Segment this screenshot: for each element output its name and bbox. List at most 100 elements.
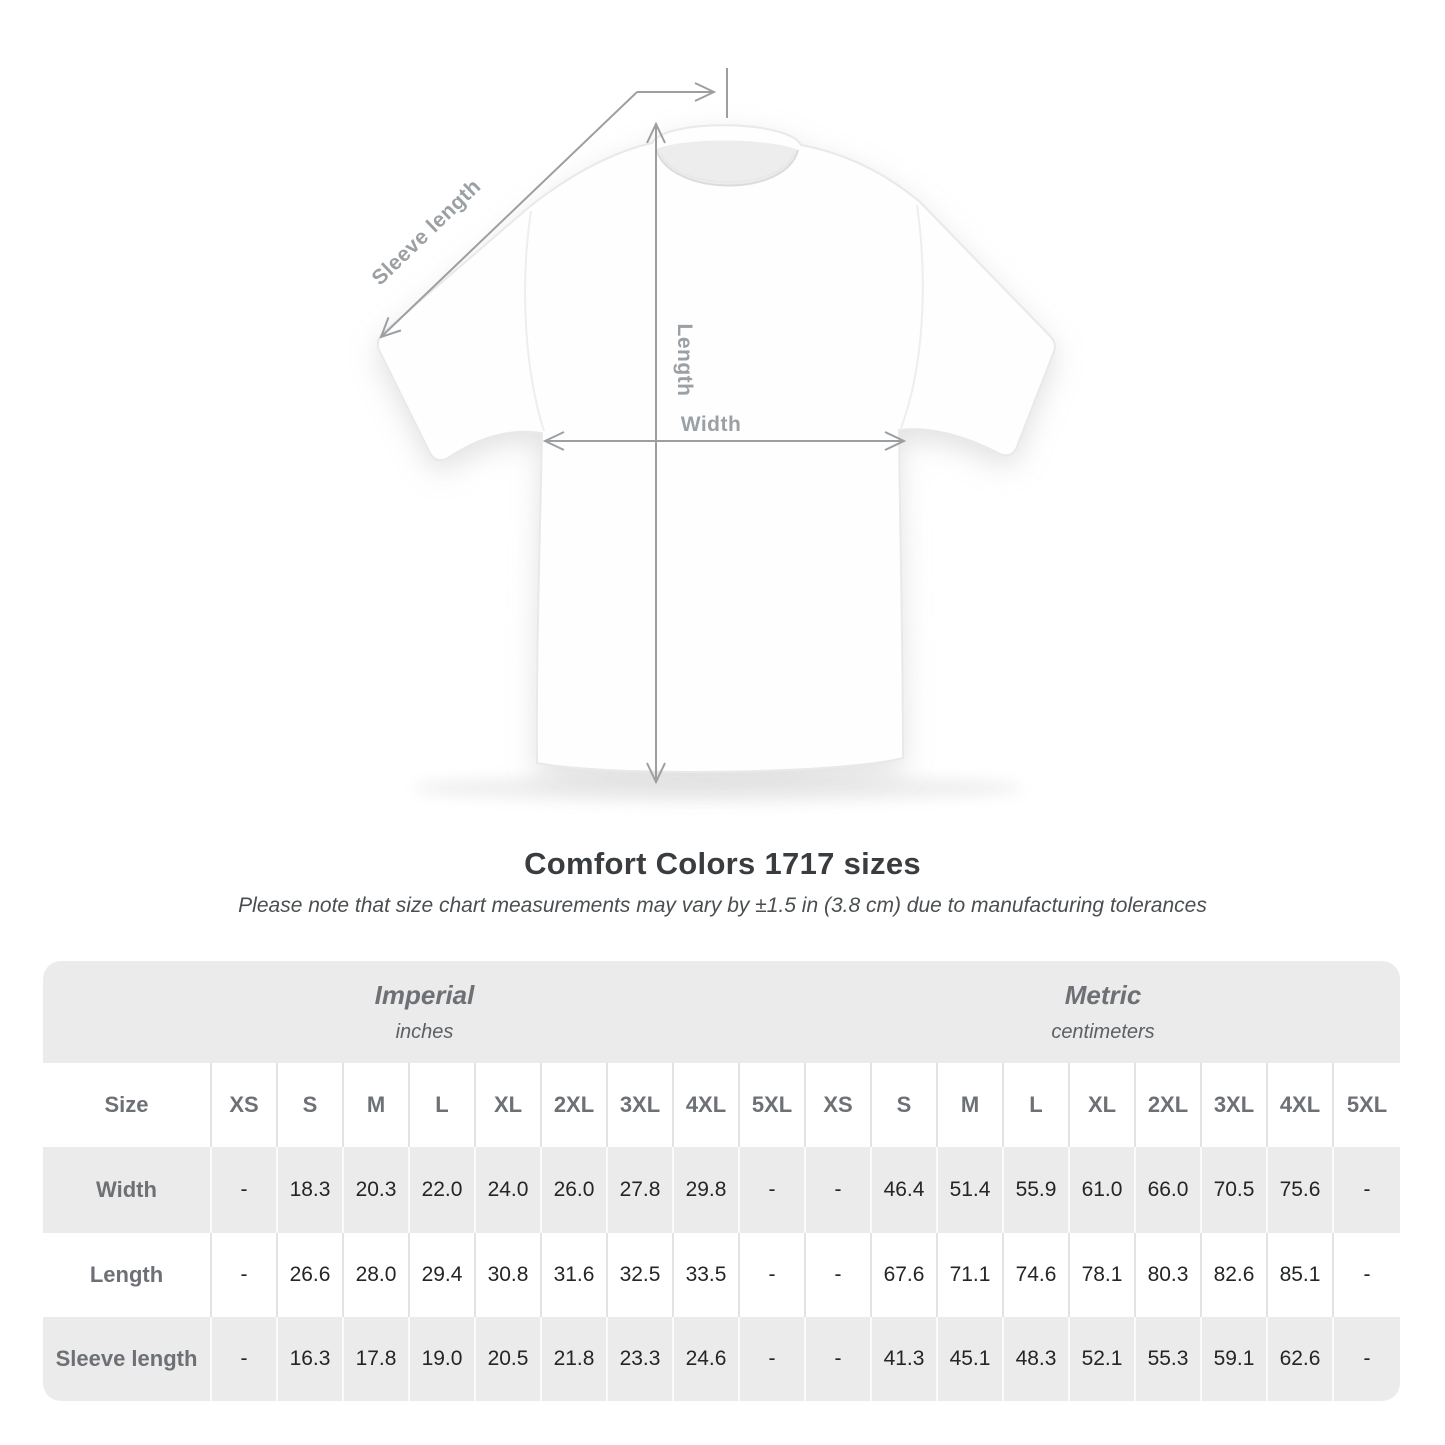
size-header-row: Size XS S M L XL 2XL 3XL 4XL 5XL XS S M …	[43, 1063, 1400, 1147]
table-cell: 16.3	[278, 1317, 344, 1401]
tshirt-right-sleeve-seam	[900, 204, 924, 429]
table-cell: 82.6	[1202, 1233, 1268, 1317]
table-cell: 59.1	[1202, 1317, 1268, 1401]
table-cell: 55.3	[1136, 1317, 1202, 1401]
tshirt-left-sleeve-seam	[524, 210, 545, 432]
tshirt-collar-stitch	[660, 152, 795, 183]
row-label: Sleeve length	[43, 1317, 212, 1401]
header-cell: M	[344, 1063, 410, 1147]
table-cell: 45.1	[938, 1317, 1004, 1401]
table-cell: 20.3	[344, 1147, 410, 1233]
metric-unit-label: centimeters	[1051, 1021, 1155, 1043]
width-label: Width	[681, 413, 742, 436]
header-cell: 4XL	[1268, 1063, 1334, 1147]
header-cell: 2XL	[1136, 1063, 1202, 1147]
table-cell: -	[212, 1147, 278, 1233]
table-cell: 52.1	[1070, 1317, 1136, 1401]
table-cell: -	[1363, 1263, 1371, 1286]
table-cell: 51.4	[938, 1147, 1004, 1233]
sleeve-length-line	[381, 91, 638, 337]
table-cell: 33.5	[674, 1233, 740, 1317]
table-cell: -	[212, 1317, 278, 1401]
table-cell: 17.8	[344, 1317, 410, 1401]
table-cell: 22.0	[410, 1147, 476, 1233]
metric-heading: Metric	[1064, 980, 1142, 1010]
row-label: Length	[43, 1233, 212, 1317]
tshirt-diagram: Sleeve length Length Width	[367, 68, 1056, 802]
table-cell: 24.0	[476, 1147, 542, 1233]
page-title: Comfort Colors 1717 sizes	[524, 846, 921, 881]
table-cell: 27.8	[608, 1147, 674, 1233]
imperial-heading: Imperial	[374, 980, 475, 1010]
table-cell: 18.3	[278, 1147, 344, 1233]
header-cell: 2XL	[542, 1063, 608, 1147]
table-cell: 55.9	[1004, 1147, 1070, 1233]
table-cell: 21.8	[542, 1317, 608, 1401]
metric-band: Metric centimeters	[806, 961, 1400, 1063]
unit-band: Imperial inches Metric centimeters	[43, 961, 1400, 1063]
page-subtitle: Please note that size chart measurements…	[238, 894, 1207, 917]
table-row-width: Width - 18.3 20.3 22.0 24.0 26.0 27.8 29…	[43, 1147, 1400, 1233]
table-cell: -	[1363, 1178, 1371, 1201]
table-cell: 19.0	[410, 1317, 476, 1401]
table-cell: 71.1	[938, 1233, 1004, 1317]
table-cell: 74.6	[1004, 1233, 1070, 1317]
header-cell: 5XL	[740, 1063, 806, 1147]
table-cell: 80.3	[1136, 1233, 1202, 1317]
table-cell: 26.0	[542, 1147, 608, 1233]
table-cell: 75.6	[1268, 1147, 1334, 1233]
header-cell: XS	[212, 1063, 278, 1147]
header-cell: 5XL	[1346, 1092, 1388, 1117]
table-cell: -	[212, 1233, 278, 1317]
header-cell: Size	[43, 1063, 212, 1147]
header-cell: XS	[806, 1063, 872, 1147]
header-cell: S	[278, 1063, 344, 1147]
header-cell: L	[1004, 1063, 1070, 1147]
header-cell: M	[938, 1063, 1004, 1147]
table-cell: 29.4	[410, 1233, 476, 1317]
table-cell: -	[740, 1233, 806, 1317]
table-row-length: Length - 26.6 28.0 29.4 30.8 31.6 32.5 3…	[43, 1233, 1400, 1317]
table-cell: 26.6	[278, 1233, 344, 1317]
table-cell: 20.5	[476, 1317, 542, 1401]
table-cell: 67.6	[872, 1233, 938, 1317]
header-cell: 3XL	[1202, 1063, 1268, 1147]
table-cell: 32.5	[608, 1233, 674, 1317]
ground-shadow	[413, 774, 1023, 802]
table-cell: 30.8	[476, 1233, 542, 1317]
tshirt-neck-opening	[656, 140, 798, 186]
table-cell: -	[806, 1147, 872, 1233]
table-cell: 66.0	[1136, 1147, 1202, 1233]
title-block: Comfort Colors 1717 sizes Please note th…	[0, 846, 1445, 918]
table-cell: 62.6	[1268, 1317, 1334, 1401]
table-cell: -	[1363, 1347, 1371, 1370]
table-cell: 78.1	[1070, 1233, 1136, 1317]
size-table: Imperial inches Metric centimeters Size …	[43, 961, 1400, 1401]
length-label: Length	[673, 324, 696, 397]
table-cell: 29.8	[674, 1147, 740, 1233]
header-cell: 4XL	[674, 1063, 740, 1147]
imperial-unit-label: inches	[395, 1021, 454, 1043]
tshirt-body	[376, 124, 1056, 773]
table-cell: 24.6	[674, 1317, 740, 1401]
header-cell: S	[872, 1063, 938, 1147]
table-cell: -	[740, 1317, 806, 1401]
header-cell: 3XL	[608, 1063, 674, 1147]
table-cell: -	[740, 1147, 806, 1233]
table-cell: -	[806, 1233, 872, 1317]
table-cell: 85.1	[1268, 1233, 1334, 1317]
tshirt-image	[376, 124, 1056, 773]
row-label: Width	[43, 1147, 212, 1233]
table-row-sleeve-length: Sleeve length - 16.3 17.8 19.0 20.5 21.8…	[43, 1317, 1400, 1401]
table-cell: 70.5	[1202, 1147, 1268, 1233]
table-cell: 23.3	[608, 1317, 674, 1401]
header-cell: XL	[476, 1063, 542, 1147]
table-cell: -	[806, 1317, 872, 1401]
table-cell: 41.3	[872, 1317, 938, 1401]
table-cell: 48.3	[1004, 1317, 1070, 1401]
table-cell: 31.6	[542, 1233, 608, 1317]
table-cell: 46.4	[872, 1147, 938, 1233]
table-cell: 61.0	[1070, 1147, 1136, 1233]
header-cell: L	[410, 1063, 476, 1147]
